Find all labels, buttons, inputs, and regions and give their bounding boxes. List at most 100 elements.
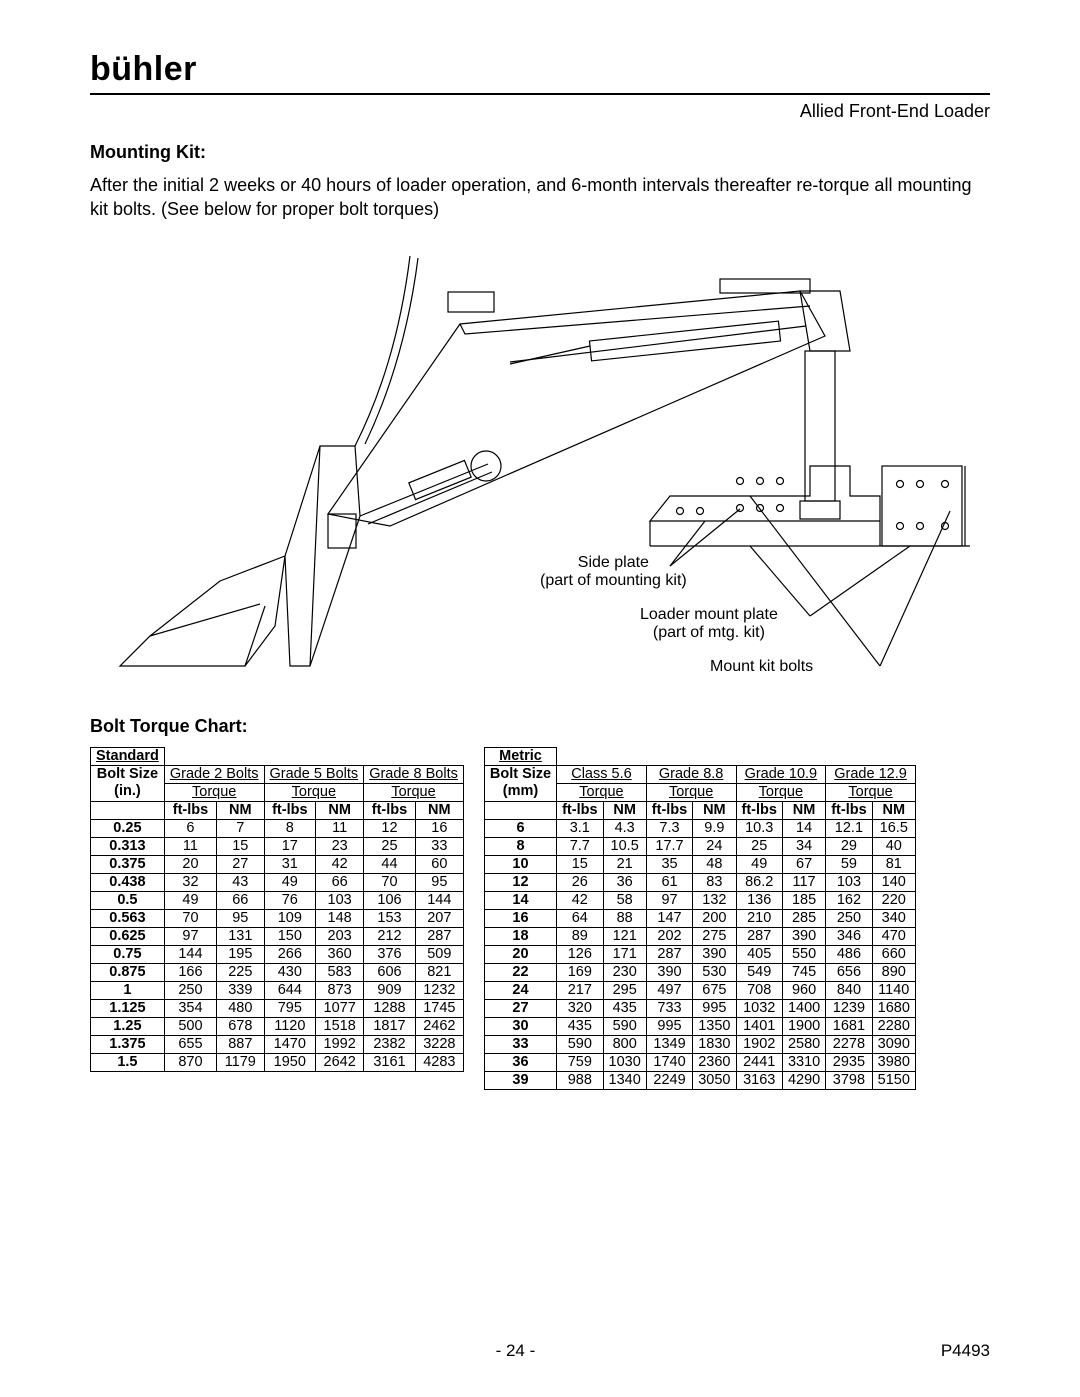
torque-cell: 3163 — [736, 1071, 782, 1089]
torque-cell: 295 — [603, 981, 646, 999]
table-row: 0.25678111216 — [91, 819, 464, 837]
torque-cell: 121 — [603, 927, 646, 945]
callout-side-plate: Side plate (part of mounting kit) — [540, 554, 687, 591]
unit-header: ft-lbs — [736, 801, 782, 819]
bolt-size-cell: 0.25 — [91, 819, 165, 837]
torque-cell: 1239 — [826, 999, 872, 1017]
torque-cell: 675 — [693, 981, 736, 999]
torque-cell: 1032 — [736, 999, 782, 1017]
torque-cell: 88 — [603, 909, 646, 927]
torque-cell: 12.1 — [826, 819, 872, 837]
torque-cell: 36 — [603, 873, 646, 891]
torque-cell: 1950 — [264, 1053, 316, 1071]
torque-cell: 995 — [646, 1017, 692, 1035]
torque-cell: 8 — [264, 819, 316, 837]
torque-cell: 103 — [826, 873, 872, 891]
torque-cell: 5150 — [872, 1071, 915, 1089]
torque-cell: 66 — [217, 891, 264, 909]
table-row: 33590800134918301902258022783090 — [484, 1035, 915, 1053]
bolt-torque-title: Bolt Torque Chart: — [90, 716, 990, 737]
bolt-size-cell: 0.313 — [91, 837, 165, 855]
torque-cell: 909 — [364, 981, 416, 999]
torque-cell: 140 — [872, 873, 915, 891]
bolt-size-cell: 1.125 — [91, 999, 165, 1017]
manual-page: bühler Allied Front-End Loader Mounting … — [0, 0, 1080, 1397]
torque-cell: 287 — [415, 927, 463, 945]
torque-cell: 48 — [693, 855, 736, 873]
torque-cell: 1030 — [603, 1053, 646, 1071]
torque-cell: 3.1 — [557, 819, 603, 837]
torque-cell: 1350 — [693, 1017, 736, 1035]
torque-cell: 24 — [693, 837, 736, 855]
unit-header: NM — [782, 801, 825, 819]
bolt-size-cell: 39 — [484, 1071, 556, 1089]
table-row: 122636618386.2117103140 — [484, 873, 915, 891]
torque-cell: 266 — [264, 945, 316, 963]
torque-cell: 500 — [164, 1017, 216, 1035]
torque-cell: 287 — [736, 927, 782, 945]
units-label: Standard — [91, 747, 165, 765]
torque-cell: 435 — [603, 999, 646, 1017]
torque-cell: 150 — [264, 927, 316, 945]
torque-cell: 166 — [164, 963, 216, 981]
torque-cell: 61 — [646, 873, 692, 891]
torque-cell: 2280 — [872, 1017, 915, 1035]
torque-cell: 7.7 — [557, 837, 603, 855]
torque-cell: 1349 — [646, 1035, 692, 1053]
torque-cell: 583 — [316, 963, 364, 981]
torque-cell: 43 — [217, 873, 264, 891]
blank-header — [484, 801, 556, 819]
bolt-size-cell: 24 — [484, 981, 556, 999]
torque-cell: 1232 — [415, 981, 463, 999]
torque-cell: 185 — [782, 891, 825, 909]
unit-header: NM — [872, 801, 915, 819]
torque-label: Torque — [826, 783, 916, 801]
torque-cell: 3050 — [693, 1071, 736, 1089]
table-row: 166488147200210285250340 — [484, 909, 915, 927]
blank-header — [91, 801, 165, 819]
torque-cell: 26 — [557, 873, 603, 891]
torque-cell: 29 — [826, 837, 872, 855]
bolt-size-cell: 27 — [484, 999, 556, 1017]
torque-cell: 1288 — [364, 999, 416, 1017]
table-row: 242172954976757089608401140 — [484, 981, 915, 999]
grade-header: Class 5.6 — [557, 765, 647, 783]
torque-cell: 207 — [415, 909, 463, 927]
table-row: 14425897132136185162220 — [484, 891, 915, 909]
torque-cell: 708 — [736, 981, 782, 999]
torque-cell: 148 — [316, 909, 364, 927]
torque-cell: 2278 — [826, 1035, 872, 1053]
grade-header: Grade 8 Bolts — [364, 765, 464, 783]
torque-cell: 70 — [164, 909, 216, 927]
unit-header: NM — [217, 801, 264, 819]
torque-cell: 17 — [264, 837, 316, 855]
torque-cell: 217 — [557, 981, 603, 999]
grade-header: Grade 8.8 — [646, 765, 736, 783]
torque-cell: 346 — [826, 927, 872, 945]
torque-cell: 1817 — [364, 1017, 416, 1035]
page-footer: - 24 - P4493 — [90, 1341, 990, 1361]
callout-mount-plate: Loader mount plate (part of mtg. kit) — [640, 606, 778, 643]
header-subtitle: Allied Front-End Loader — [90, 101, 990, 122]
torque-label: Torque — [736, 783, 826, 801]
torque-cell: 2462 — [415, 1017, 463, 1035]
torque-cell: 44 — [364, 855, 416, 873]
torque-cell: 59 — [826, 855, 872, 873]
bolt-size-cell: 0.563 — [91, 909, 165, 927]
bolt-size-cell: 14 — [484, 891, 556, 909]
torque-cell: 435 — [557, 1017, 603, 1035]
torque-cell: 1740 — [646, 1053, 692, 1071]
page-number: - 24 - — [496, 1341, 536, 1361]
header-rule — [90, 93, 990, 95]
torque-cell: 390 — [782, 927, 825, 945]
unit-header: ft-lbs — [826, 801, 872, 819]
torque-cell: 995 — [693, 999, 736, 1017]
table-row: 1.255006781120151818172462 — [91, 1017, 464, 1035]
torque-cell: 11 — [316, 819, 364, 837]
table-row: 0.62597131150203212287 — [91, 927, 464, 945]
torque-cell: 14 — [782, 819, 825, 837]
table-row: 1.587011791950264231614283 — [91, 1053, 464, 1071]
torque-cell: 2360 — [693, 1053, 736, 1071]
table-row: 399881340224930503163429037985150 — [484, 1071, 915, 1089]
bolt-size-cell: 1.25 — [91, 1017, 165, 1035]
